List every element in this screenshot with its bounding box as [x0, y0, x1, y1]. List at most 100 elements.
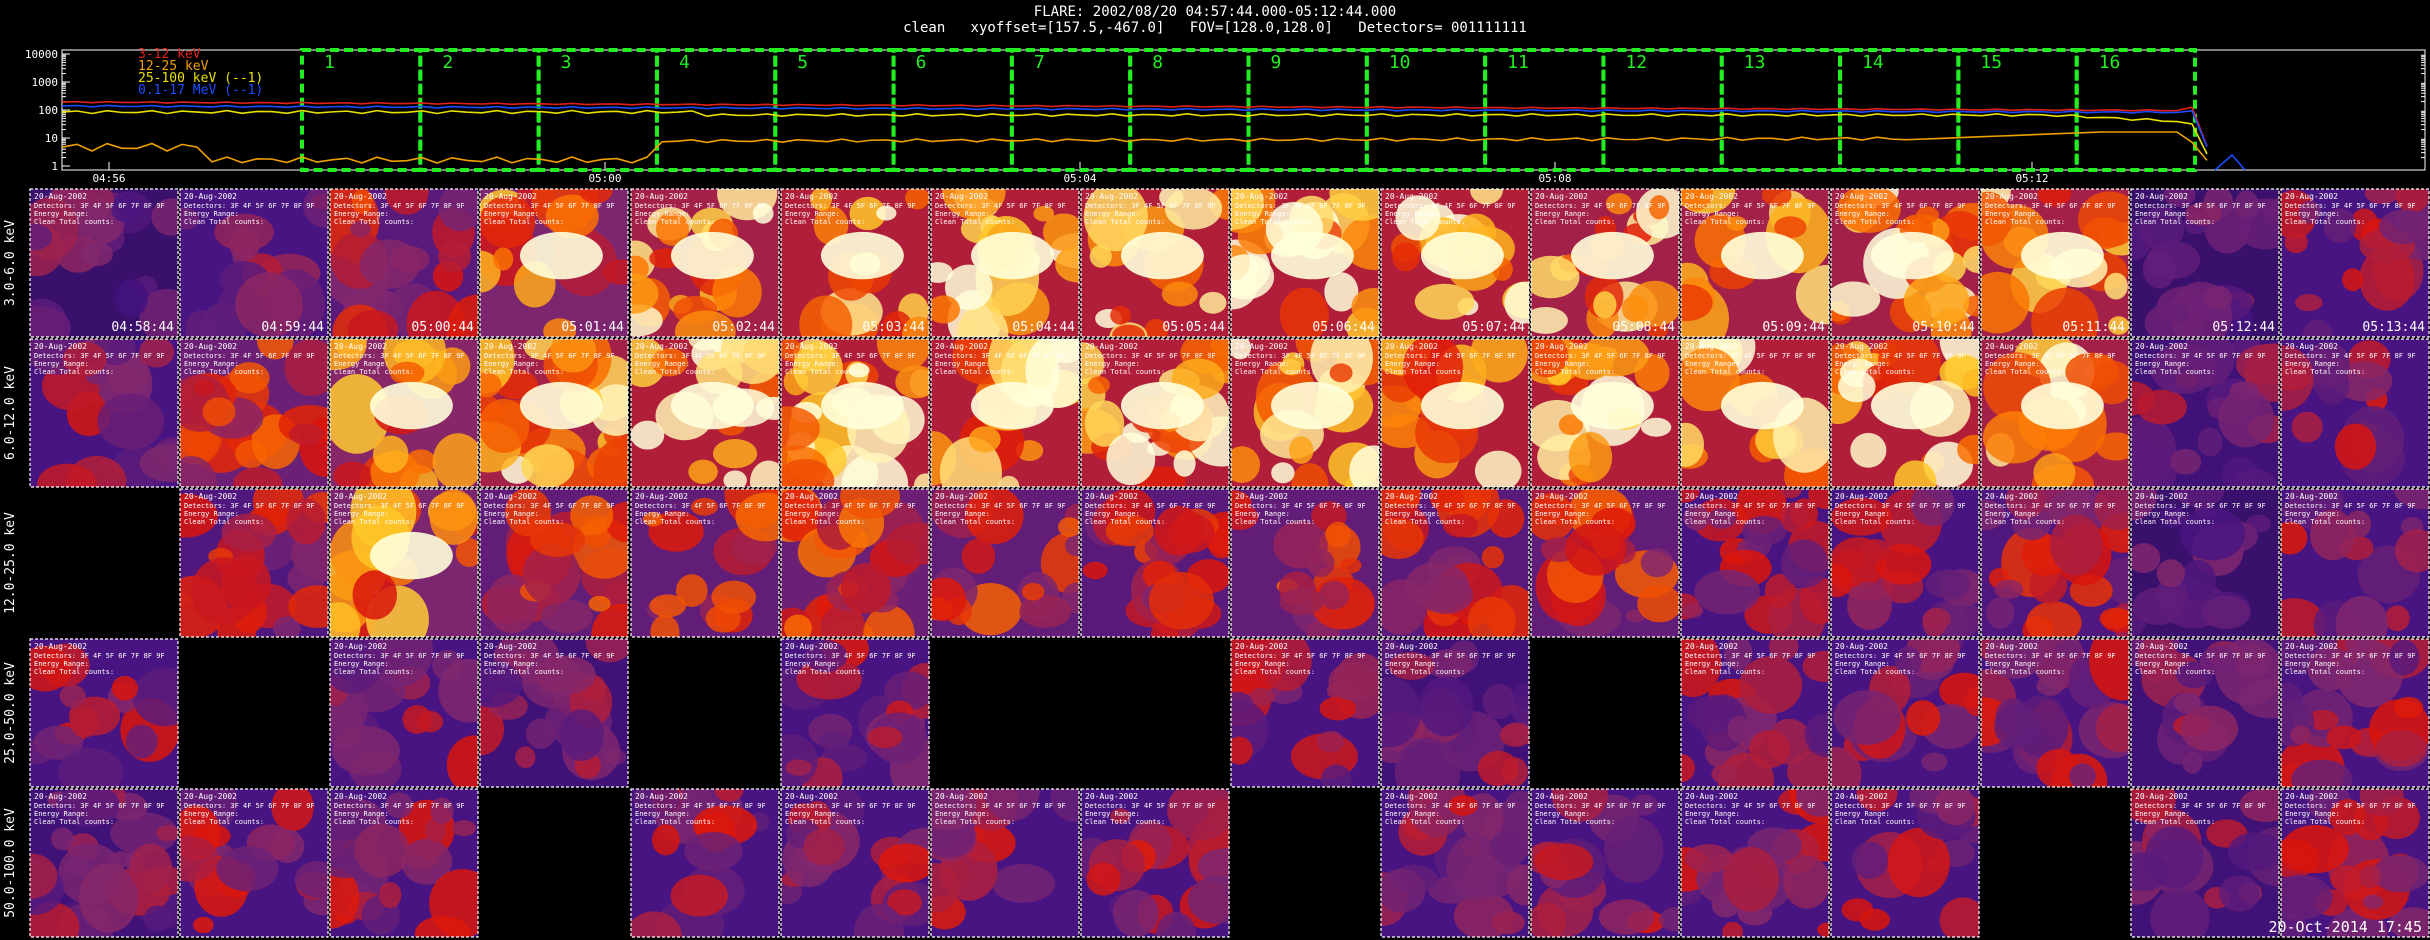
panel-detectors: Detectors: 3F 4F 5F 6F 7F 8F 9F: [785, 352, 916, 360]
emission-blob: [2359, 864, 2381, 889]
emission-blob: [2290, 725, 2312, 745]
emission-blob: [333, 461, 373, 487]
emission-blob: [1388, 652, 1435, 680]
panel-counts: Clean Total counts:: [1535, 218, 1615, 226]
emission-blob: [570, 495, 614, 536]
panel-detectors: Detectors: 3F 4F 5F 6F 7F 8F 9F: [334, 802, 465, 810]
panel-frame: [630, 338, 780, 488]
panel-frame: [1380, 638, 1530, 788]
emission-blob: [294, 861, 328, 898]
emission-blob: [1019, 594, 1072, 628]
emission-blob: [1199, 291, 1227, 314]
y-tick-label: 1000: [32, 76, 59, 89]
bright-source: [369, 381, 453, 430]
panel-title: 20-Aug-2002: [1085, 192, 1138, 201]
emission-blob: [185, 310, 219, 337]
panel-energy: Energy Range:: [1835, 210, 1890, 218]
panel-frame: [329, 788, 479, 938]
panel-title: 20-Aug-2002: [334, 342, 387, 351]
panel-counts: Clean Total counts:: [1535, 518, 1615, 526]
panel-energy: Energy Range:: [935, 210, 990, 218]
panel-title: 20-Aug-2002: [1535, 192, 1588, 201]
emission-blob: [2069, 763, 2096, 787]
panel-frame: [29, 638, 179, 788]
emission-blob: [438, 240, 472, 273]
emission-blob: [2026, 601, 2082, 637]
emission-blob: [690, 497, 718, 516]
panel-detectors: Detectors: 3F 4F 5F 6F 7F 8F 9F: [785, 802, 916, 810]
bright-source: [970, 231, 1054, 280]
emission-blob: [110, 812, 178, 855]
emission-blob: [2131, 489, 2157, 520]
panel-counts: Clean Total counts:: [1835, 368, 1915, 376]
emission-blob: [1154, 505, 1204, 556]
emission-blob: [2309, 509, 2355, 561]
emission-blob: [810, 189, 832, 211]
emission-blob: [895, 365, 929, 399]
panel-energy: Energy Range:: [1085, 510, 1140, 518]
emission-blob: [284, 339, 328, 396]
emission-blob: [62, 341, 107, 377]
panel-detectors: Detectors: 3F 4F 5F 6F 7F 8F 9F: [1385, 502, 1516, 510]
emission-blob: [1167, 789, 1229, 841]
panel-counts: Clean Total counts:: [334, 218, 414, 226]
emission-blob: [1231, 339, 1251, 360]
emission-blob: [2232, 468, 2277, 487]
panel-frame: [29, 188, 179, 338]
emission-blob: [1231, 691, 1253, 713]
emission-blob: [2281, 521, 2308, 555]
interval-label: 11: [1507, 52, 1529, 73]
emission-blob: [968, 426, 1001, 453]
emission-blob: [723, 470, 747, 487]
panel-frame: [1530, 188, 1680, 338]
panel-energy: Energy Range:: [2135, 810, 2190, 818]
panel-energy: Energy Range:: [1835, 810, 1890, 818]
emission-blob: [180, 835, 218, 882]
panel-detectors: Detectors: 3F 4F 5F 6F 7F 8F 9F: [184, 352, 315, 360]
panel-counts: Clean Total counts:: [2285, 668, 2365, 676]
emission-blob: [1939, 897, 1979, 937]
bright-source: [369, 531, 453, 580]
emission-blob: [429, 489, 478, 545]
emission-blob: [138, 339, 175, 368]
panel-energy: Energy Range:: [34, 360, 89, 368]
emission-blob: [2330, 865, 2365, 893]
panel-energy: Energy Range:: [635, 510, 690, 518]
emission-blob: [480, 195, 536, 249]
emission-blob: [991, 864, 1056, 903]
panel-energy: Energy Range:: [1385, 810, 1440, 818]
panel-title: 20-Aug-2002: [184, 492, 237, 501]
panel-energy: Energy Range:: [1685, 660, 1740, 668]
emission-blob: [402, 705, 433, 734]
emission-blob: [1894, 460, 1937, 487]
emission-blob: [585, 639, 628, 663]
panel-frame: [1380, 188, 1530, 338]
panel-frame: [1680, 338, 1830, 488]
emission-blob: [229, 362, 270, 394]
curve-spike: [2214, 153, 2246, 171]
bright-source: [1570, 231, 1654, 280]
panel-title: 20-Aug-2002: [2135, 192, 2188, 201]
emission-blob: [1490, 829, 1529, 866]
panel-title: 20-Aug-2002: [785, 642, 838, 651]
panel-detectors: Detectors: 3F 4F 5F 6F 7F 8F 9F: [2135, 352, 2266, 360]
emission-blob: [781, 734, 818, 787]
panel-energy: Energy Range:: [1535, 510, 1590, 518]
panel-counts: Clean Total counts:: [1985, 518, 2065, 526]
panel-title: 20-Aug-2002: [1835, 642, 1888, 651]
panel-energy: Energy Range:: [1535, 360, 1590, 368]
panel-counts: Clean Total counts:: [1835, 518, 1915, 526]
emission-blob: [1112, 889, 1159, 937]
panel-detectors: Detectors: 3F 4F 5F 6F 7F 8F 9F: [1685, 652, 1816, 660]
panel-detectors: Detectors: 3F 4F 5F 6F 7F 8F 9F: [1985, 202, 2116, 210]
emission-blob: [965, 489, 1024, 545]
